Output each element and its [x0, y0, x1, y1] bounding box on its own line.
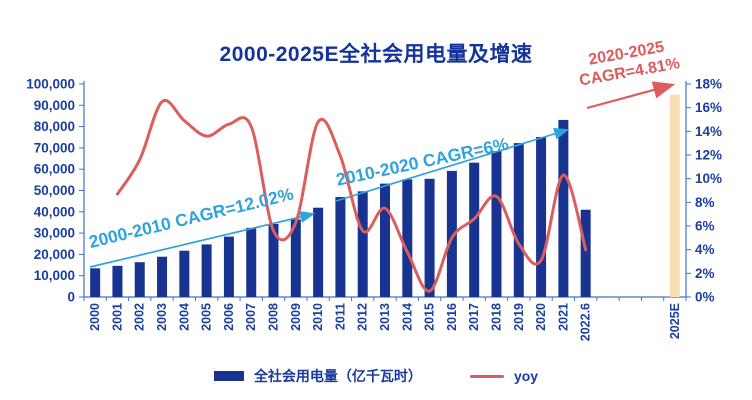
x-tick-label: 2003	[155, 303, 169, 331]
x-tick-label: 2020	[534, 303, 548, 331]
bar-2007	[246, 227, 257, 297]
y-left-tick-label: 70,000	[34, 140, 75, 155]
bar-2020	[536, 137, 547, 297]
x-tick-label: 2019	[512, 303, 526, 331]
x-tick-label: 2007	[244, 303, 258, 331]
y-left-tick-label: 90,000	[34, 98, 75, 113]
bar-series	[90, 94, 680, 298]
y-right-tick-label: 8%	[695, 195, 715, 210]
x-tick-label: 2018	[489, 303, 503, 331]
y-right-tick-label: 0%	[695, 290, 715, 305]
bar-2000	[90, 268, 101, 297]
yoy-line	[115, 98, 588, 293]
axes: 100,000 90,000 80,000 70,000 60,000 50,000 40,…	[26, 77, 722, 342]
y-right-tick-label: 14%	[695, 124, 722, 139]
bar-2011	[335, 197, 346, 297]
y-left-tick-label: 30,000	[34, 226, 75, 241]
y-left-tick-label: 10,000	[34, 268, 75, 283]
y-right-tick-label: 4%	[695, 242, 715, 257]
x-tick-label: 2008	[267, 303, 281, 331]
bar-2016	[446, 170, 457, 297]
x-tick-label: 2021	[556, 303, 570, 331]
x-tick-label: 2011	[333, 303, 347, 330]
bar-2014	[402, 179, 413, 297]
legend-bar-label: 全社会用电量（亿千瓦时）	[253, 368, 422, 384]
x-tick-label: 2022.6	[579, 303, 593, 341]
bar-2019	[513, 143, 524, 297]
x-tick-label: 2016	[445, 303, 459, 331]
cagr-arrow-2010-2020	[335, 128, 570, 202]
bar-2003	[157, 256, 168, 297]
x-tick-label: 2025E	[668, 303, 682, 339]
y-right-tick-label: 2%	[695, 266, 715, 281]
x-tick-label: 2005	[200, 303, 214, 331]
x-tick-label: 2017	[467, 303, 481, 331]
x-tick-label: 2010	[311, 303, 325, 331]
y-left-tick-label: 40,000	[34, 204, 75, 219]
x-tick-label: 2009	[289, 303, 303, 331]
forecast-bar-2025E	[669, 94, 680, 298]
y-left-tick-label: 60,000	[34, 162, 75, 177]
cagr-arrows	[89, 81, 676, 268]
x-tick-label: 2000	[88, 303, 102, 331]
legend-line-label: yoy	[513, 368, 539, 384]
legend: 全社会用电量（亿千瓦时） yoy	[0, 366, 752, 386]
bar-2009	[290, 219, 301, 297]
x-tick-label: 2015	[423, 303, 437, 331]
bar-2015	[424, 178, 435, 297]
x-tick-label: 2014	[400, 303, 414, 331]
legend-line-swatch-icon	[469, 374, 504, 378]
bar-2008	[268, 224, 279, 297]
x-tick-label: 2004	[177, 303, 191, 331]
bar-2017	[469, 162, 480, 297]
bar-2012	[357, 191, 368, 297]
cagr-arrow-2020-2025	[586, 81, 676, 110]
bar-2010	[313, 207, 324, 297]
y-right-tick-label: 6%	[695, 219, 715, 234]
yoy-line-path	[115, 98, 588, 293]
x-tick-label: 2002	[133, 303, 147, 331]
x-tick-label: 2013	[378, 303, 392, 331]
bar-2018	[491, 151, 502, 297]
y-left-tick-label: 50,000	[34, 183, 75, 198]
y-right-tick-label: 18%	[695, 77, 722, 92]
x-tick-label: 2006	[222, 303, 236, 331]
bar-2013	[380, 183, 390, 297]
bar-2002	[134, 262, 145, 297]
y-right-tick-label: 12%	[695, 148, 722, 163]
y-left-tick-label: 100,000	[26, 77, 75, 92]
bar-2006	[223, 236, 234, 297]
y-left-tick-label: 80,000	[34, 119, 75, 134]
bar-2005	[201, 244, 212, 297]
bar-2021	[558, 119, 569, 297]
x-tick-label: 2001	[110, 303, 124, 331]
y-right-tick-label: 10%	[695, 171, 722, 186]
x-tick-label: 2012	[356, 303, 370, 331]
y-left-tick-label: 20,000	[34, 247, 75, 262]
bar-2004	[179, 250, 190, 297]
legend-bar-swatch-icon	[213, 371, 244, 381]
y-left-tick-label: 0	[67, 290, 75, 305]
y-right-tick-label: 16%	[695, 100, 722, 115]
cagr-arrow-2000-2010	[89, 211, 316, 268]
bar-2001	[112, 265, 123, 297]
bar-2022.6	[580, 209, 591, 297]
page-title: 2000-2025E全社会用电量及增速	[219, 43, 533, 66]
